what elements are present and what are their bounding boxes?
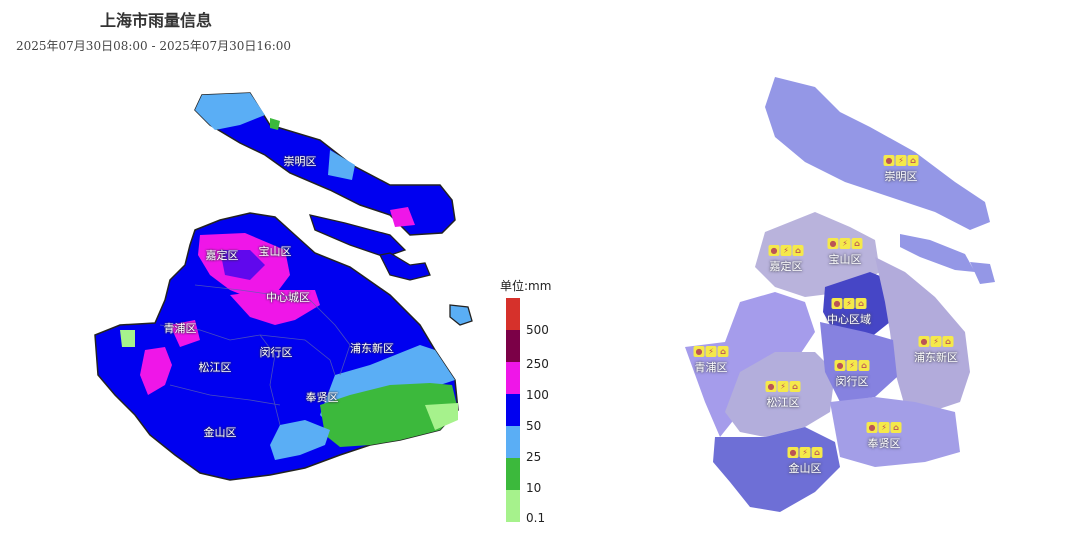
warning-icons-baoshan: ● ⚡ ⌂ [827, 238, 863, 249]
rain-warning-icon: ● [787, 447, 799, 458]
rain-label-jinshan: 金山区 [203, 426, 237, 439]
warn-label-central: 中心区域 [827, 313, 871, 326]
warning-icons-chongming: ● ⚡ ⌂ [883, 155, 919, 166]
heat-warning-icon: ⌂ [942, 336, 954, 347]
heat-warning-icon: ⌂ [907, 155, 919, 166]
rain-warning-icon: ● [918, 336, 930, 347]
thunder-warning-icon: ⚡ [843, 298, 855, 309]
legend-swatch-500 [506, 298, 520, 330]
warn-label-minhang: 闵行区 [835, 375, 869, 388]
rain-label-jiading: 嘉定区 [205, 249, 239, 262]
rain-warning-icon: ● [883, 155, 895, 166]
rain-warning-icon: ● [831, 298, 843, 309]
rain-label-baoshan: 宝山区 [258, 245, 292, 258]
warning-map [685, 77, 995, 512]
legend-swatch-250 [506, 330, 520, 362]
rain-warning-icon: ● [866, 422, 878, 433]
warn-label-qingpu: 青浦区 [694, 361, 728, 374]
legend-tick: 100 [526, 388, 549, 402]
heat-warning-icon: ⌂ [811, 447, 823, 458]
warning-icons-qingpu: ● ⚡ ⌂ [693, 346, 729, 357]
rain-warning-icon: ● [827, 238, 839, 249]
legend-swatch-50 [506, 394, 520, 426]
warn-label-baoshan: 宝山区 [828, 253, 862, 266]
thunder-warning-icon: ⚡ [878, 422, 890, 433]
legend-tick: 250 [526, 357, 549, 371]
page-title: 上海市雨量信息 [100, 11, 213, 30]
rain-label-fengxian: 奉贤区 [305, 391, 339, 404]
warn-label-pudong: 浦东新区 [914, 351, 958, 364]
warning-icons-central: ● ⚡ ⌂ [831, 298, 867, 309]
thunder-warning-icon: ⚡ [780, 245, 792, 256]
legend-swatch-0.1 [506, 490, 520, 522]
rain-label-songjiang: 松江区 [198, 361, 232, 374]
legend-swatch-25 [506, 426, 520, 458]
heat-warning-icon: ⌂ [855, 298, 867, 309]
rain-label-chongming: 崇明区 [283, 155, 317, 168]
thunder-warning-icon: ⚡ [705, 346, 717, 357]
rain-warning-icon: ● [834, 360, 846, 371]
rain-warning-icon: ● [693, 346, 705, 357]
rain-warning-icon: ● [768, 245, 780, 256]
thunder-warning-icon: ⚡ [895, 155, 907, 166]
heat-warning-icon: ⌂ [792, 245, 804, 256]
rain-warning-icon: ● [765, 381, 777, 392]
legend-title: 单位:mm [500, 279, 552, 293]
thunder-warning-icon: ⚡ [839, 238, 851, 249]
warn-label-fengxian: 奉贤区 [867, 437, 901, 450]
warning-icons-fengxian: ● ⚡ ⌂ [866, 422, 902, 433]
warning-icons-songjiang: ● ⚡ ⌂ [765, 381, 801, 392]
warning-icons-minhang: ● ⚡ ⌂ [834, 360, 870, 371]
legend-tick: 500 [526, 323, 549, 337]
rain-label-pudong: 浦东新区 [350, 342, 394, 355]
rainfall-map [94, 92, 473, 481]
legend-tick: 50 [526, 419, 542, 433]
warning-icons-jinshan: ● ⚡ ⌂ [787, 447, 823, 458]
warn-label-songjiang: 松江区 [766, 396, 800, 409]
time-range: 2025年07月30日08:00 - 2025年07月30日16:00 [16, 39, 292, 53]
heat-warning-icon: ⌂ [717, 346, 729, 357]
warn-label-jiading: 嘉定区 [769, 260, 803, 273]
warn-label-jinshan: 金山区 [788, 462, 822, 475]
warning-icons-jiading: ● ⚡ ⌂ [768, 245, 804, 256]
heat-warning-icon: ⌂ [858, 360, 870, 371]
warning-icons-pudong: ● ⚡ ⌂ [918, 336, 954, 347]
thunder-warning-icon: ⚡ [799, 447, 811, 458]
chongming-shape [194, 92, 456, 236]
legend-tick: 0.1 [526, 511, 546, 525]
legend-tick: 25 [526, 450, 542, 464]
rain-label-minhang: 闵行区 [259, 346, 293, 359]
thunder-warning-icon: ⚡ [930, 336, 942, 347]
warn-label-chongming: 崇明区 [884, 170, 918, 183]
thunder-warning-icon: ⚡ [777, 381, 789, 392]
heat-warning-icon: ⌂ [851, 238, 863, 249]
rain-label-qingpu: 青浦区 [163, 322, 197, 335]
heat-warning-icon: ⌂ [789, 381, 801, 392]
legend-swatch-100 [506, 362, 520, 394]
legend-swatch-10 [506, 458, 520, 490]
rain-label-central: 中心城区 [266, 291, 310, 304]
legend-tick: 10 [526, 481, 542, 495]
heat-warning-icon: ⌂ [890, 422, 902, 433]
thunder-warning-icon: ⚡ [846, 360, 858, 371]
